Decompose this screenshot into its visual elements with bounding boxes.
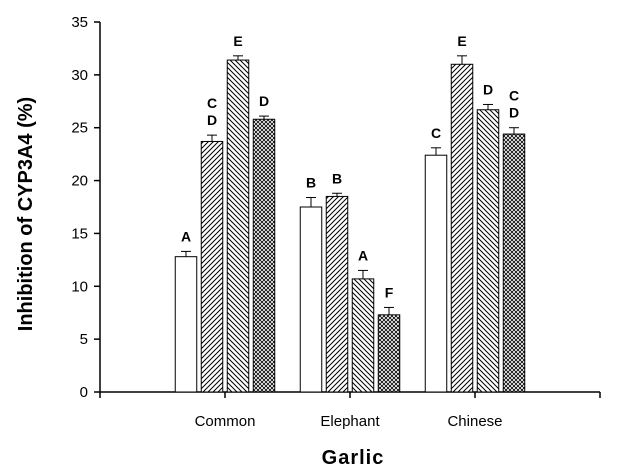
bar (424, 154, 448, 393)
y-tick-label: 25 (71, 120, 88, 137)
significance-label: B (306, 174, 316, 190)
significance-label: D (509, 105, 519, 121)
significance-label: A (358, 247, 368, 263)
significance-label: A (181, 228, 191, 244)
bar (502, 133, 526, 393)
bar (174, 256, 198, 393)
y-tick-label: 30 (71, 67, 88, 84)
significance-label: D (483, 81, 493, 97)
significance-label: D (207, 112, 217, 128)
y-tick-label: 15 (71, 225, 88, 242)
bar (377, 314, 401, 393)
bar (200, 140, 224, 393)
significance-label: C (207, 95, 217, 111)
x-category-label: Elephant (320, 413, 380, 430)
bar (450, 63, 474, 393)
x-axis-title: Garlic (322, 447, 385, 469)
significance-label: F (385, 284, 394, 300)
bar (325, 195, 349, 393)
bar (351, 278, 375, 393)
x-category-label: Chinese (447, 413, 502, 430)
y-tick-label: 20 (71, 173, 88, 190)
significance-label: E (233, 33, 242, 49)
significance-label: D (259, 93, 269, 109)
significance-label: B (332, 170, 342, 186)
y-tick-label: 10 (71, 278, 88, 295)
x-category-label: Common (195, 413, 256, 430)
bar (299, 206, 323, 393)
y-axis-title: Inhibition of CYP3A4 (%) (15, 97, 37, 331)
bar (476, 109, 500, 393)
y-tick-label: 0 (80, 384, 88, 401)
significance-label: E (457, 33, 466, 49)
significance-label: C (509, 88, 519, 104)
y-tick-label: 5 (80, 331, 88, 348)
significance-label: C (431, 125, 441, 141)
y-tick-label: 35 (71, 14, 88, 31)
bar (226, 59, 250, 393)
bar (252, 118, 276, 393)
